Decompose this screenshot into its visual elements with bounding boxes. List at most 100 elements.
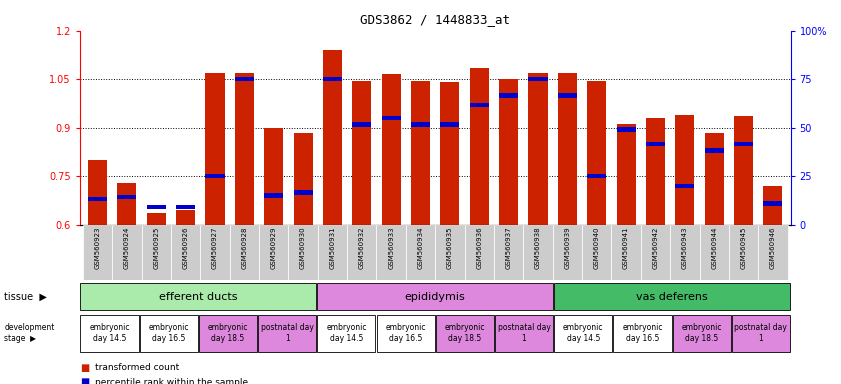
Bar [732, 314, 790, 352]
Bar [523, 225, 553, 280]
Text: ■: ■ [80, 363, 89, 373]
Bar [317, 314, 375, 352]
Bar [673, 314, 731, 352]
Text: embryonic
day 18.5: embryonic day 18.5 [445, 323, 485, 343]
Bar [352, 122, 372, 127]
Text: embryonic
day 14.5: embryonic day 14.5 [89, 323, 130, 343]
Bar [171, 225, 200, 280]
Text: GSM560931: GSM560931 [330, 226, 336, 269]
Text: embryonic
day 16.5: embryonic day 16.5 [385, 323, 426, 343]
Bar [528, 77, 547, 81]
Text: embryonic
day 16.5: embryonic day 16.5 [622, 323, 663, 343]
Text: GSM560943: GSM560943 [682, 226, 688, 269]
Bar [377, 225, 406, 280]
Bar [258, 314, 316, 352]
Bar [646, 142, 665, 146]
Bar [294, 190, 313, 195]
Bar [259, 225, 288, 280]
Bar [317, 283, 553, 310]
Bar [146, 214, 166, 225]
Text: tissue  ▶: tissue ▶ [4, 291, 47, 302]
Bar [675, 115, 695, 225]
Text: embryonic
day 14.5: embryonic day 14.5 [563, 323, 604, 343]
Bar [553, 225, 582, 280]
Text: GDS3862 / 1448833_at: GDS3862 / 1448833_at [360, 13, 510, 26]
Text: GSM560927: GSM560927 [212, 226, 218, 269]
Bar [176, 210, 195, 225]
Text: postnatal day
1: postnatal day 1 [734, 323, 787, 343]
Text: embryonic
day 14.5: embryonic day 14.5 [326, 323, 367, 343]
Bar [499, 93, 518, 98]
Bar [176, 205, 195, 209]
Text: GSM560932: GSM560932 [359, 226, 365, 269]
Bar [406, 225, 435, 280]
Bar [352, 81, 372, 225]
Bar [764, 201, 782, 206]
Text: GSM560926: GSM560926 [182, 226, 188, 269]
Text: GSM560941: GSM560941 [623, 226, 629, 269]
Bar [587, 174, 606, 179]
Text: postnatal day
1: postnatal day 1 [261, 323, 314, 343]
Bar [382, 116, 400, 120]
Bar [734, 116, 753, 225]
Bar [347, 225, 377, 280]
Text: GSM560938: GSM560938 [535, 226, 541, 269]
Bar [118, 183, 136, 225]
Text: GSM560929: GSM560929 [271, 226, 277, 269]
Text: GSM560942: GSM560942 [653, 226, 659, 269]
Bar [705, 132, 724, 225]
Text: percentile rank within the sample: percentile rank within the sample [95, 377, 248, 384]
Bar [700, 225, 729, 280]
Bar [470, 68, 489, 225]
Bar [323, 77, 342, 81]
Text: embryonic
day 18.5: embryonic day 18.5 [681, 323, 722, 343]
Bar [140, 314, 198, 352]
Bar [318, 225, 347, 280]
Bar [734, 142, 753, 146]
Bar [554, 283, 790, 310]
Bar [288, 225, 318, 280]
Bar [436, 314, 494, 352]
Text: GSM560924: GSM560924 [124, 226, 130, 269]
Text: development
stage  ▶: development stage ▶ [4, 323, 55, 343]
Bar [616, 124, 636, 225]
Text: GSM560944: GSM560944 [711, 226, 717, 269]
Bar [558, 93, 577, 98]
Text: ■: ■ [80, 377, 89, 384]
Bar [436, 225, 464, 280]
Bar [587, 81, 606, 225]
Bar [470, 103, 489, 107]
Text: GSM560934: GSM560934 [417, 226, 424, 269]
Bar [705, 148, 724, 152]
Text: GSM560940: GSM560940 [594, 226, 600, 269]
Text: postnatal day
1: postnatal day 1 [498, 323, 551, 343]
Bar [230, 225, 259, 280]
Bar [582, 225, 611, 280]
Bar [759, 225, 788, 280]
Bar [88, 160, 107, 225]
Bar [411, 81, 430, 225]
Bar [613, 314, 671, 352]
Bar [729, 225, 759, 280]
Bar [377, 314, 435, 352]
Bar [264, 127, 283, 225]
Bar [646, 118, 665, 225]
Text: embryonic
day 16.5: embryonic day 16.5 [149, 323, 189, 343]
Bar [611, 225, 641, 280]
Bar [199, 314, 257, 352]
Bar [141, 225, 171, 280]
Bar [558, 73, 577, 225]
Text: GSM560928: GSM560928 [241, 226, 247, 269]
Bar [323, 50, 342, 225]
Bar [441, 83, 459, 225]
Text: GSM560936: GSM560936 [476, 226, 482, 269]
Text: epididymis: epididymis [405, 291, 466, 302]
Bar [81, 314, 139, 352]
Bar [118, 195, 136, 199]
Bar [670, 225, 700, 280]
Text: GSM560946: GSM560946 [770, 226, 776, 269]
Bar [112, 225, 141, 280]
Text: GSM560935: GSM560935 [447, 226, 453, 269]
Text: GSM560923: GSM560923 [94, 226, 101, 269]
Bar [235, 73, 254, 225]
